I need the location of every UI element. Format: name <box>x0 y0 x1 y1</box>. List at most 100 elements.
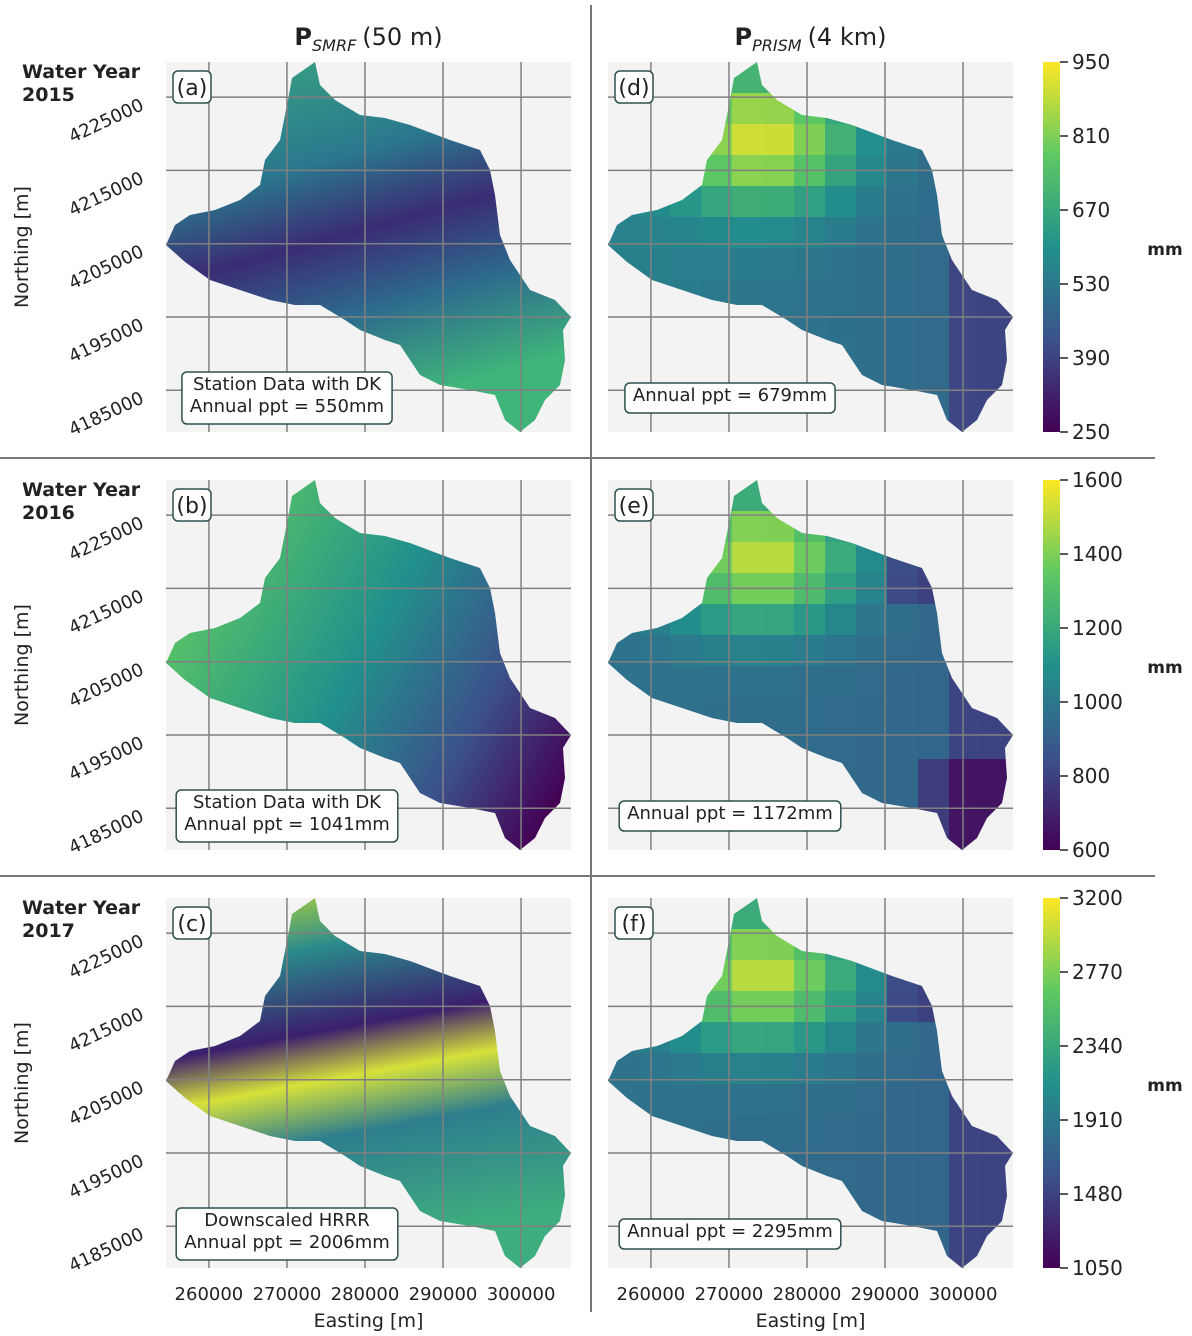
prism-cell <box>701 666 732 697</box>
prism-cell <box>856 1053 887 1084</box>
prism-cell <box>825 186 856 217</box>
prism-cell <box>918 1177 949 1208</box>
prism-cell <box>794 697 825 728</box>
prism-cell <box>825 1084 856 1115</box>
panel-label: (b) <box>176 494 207 519</box>
prism-cell <box>1011 1022 1013 1053</box>
prism-cell <box>856 1022 887 1053</box>
prism-cell <box>763 635 794 666</box>
prism-cell <box>825 542 856 573</box>
prism-cell <box>1011 403 1013 432</box>
panel-label: (e) <box>619 494 650 519</box>
prism-cell <box>887 1115 918 1146</box>
annotation-text: Station Data with DK <box>193 374 382 395</box>
prism-cell <box>1011 991 1013 1022</box>
prism-cell <box>949 790 980 821</box>
prism-cell <box>763 248 794 279</box>
prism-cell <box>825 666 856 697</box>
prism-cell <box>732 93 763 124</box>
colorbar-tick-label: 950 <box>1072 50 1110 74</box>
prism-cell <box>1011 279 1013 310</box>
prism-cell <box>794 666 825 697</box>
prism-cell <box>763 1115 794 1146</box>
prism-cell <box>918 728 949 759</box>
colorbar-tick-label: 250 <box>1072 420 1110 444</box>
prism-cell <box>856 1177 887 1208</box>
prism-cell <box>1011 186 1013 217</box>
column-title: PPRISM (4 km) <box>735 23 887 55</box>
colorbar-tick-label: 2340 <box>1072 1034 1123 1058</box>
colorbar-tick-label: 800 <box>1072 764 1110 788</box>
y-tick-label: 4205000 <box>66 241 148 294</box>
prism-cell <box>918 666 949 697</box>
prism-cell <box>1011 821 1013 850</box>
prism-cell <box>794 217 825 248</box>
prism-cell <box>1011 1115 1013 1146</box>
prism-cell <box>1011 960 1013 991</box>
prism-cell <box>794 542 825 573</box>
annotation-box <box>618 800 842 832</box>
prism-cell <box>670 635 701 666</box>
prism-cell <box>701 248 732 279</box>
y-tick-label: 4195000 <box>66 732 148 785</box>
colorbar-tick-label: 1200 <box>1072 616 1123 640</box>
prism-cell <box>732 1053 763 1084</box>
prism-cell <box>918 1146 949 1177</box>
prism-cell <box>732 666 763 697</box>
x-tick-label: 270000 <box>253 1284 322 1305</box>
column-title: PSMRF (50 m) <box>294 23 442 55</box>
prism-cell <box>763 1022 794 1053</box>
prism-cell <box>1011 1053 1013 1084</box>
prism-cell <box>794 1022 825 1053</box>
x-tick-label: 290000 <box>409 1284 478 1305</box>
y-axis-label: Northing [m] <box>11 1022 33 1144</box>
prism-cell <box>887 248 918 279</box>
colorbar-tick-label: 390 <box>1072 346 1110 370</box>
prism-cell <box>732 248 763 279</box>
prism-cell <box>763 1084 794 1115</box>
prism-cell <box>887 341 918 372</box>
colorbar-tick-label: 1480 <box>1072 1182 1123 1206</box>
prism-cell <box>763 666 794 697</box>
annotation-box <box>624 382 836 414</box>
prism-cell <box>887 1084 918 1115</box>
prism-cell <box>639 635 670 666</box>
y-tick-label: 4185000 <box>66 806 148 859</box>
annotation-text: Annual ppt = 2295mm <box>627 1221 833 1242</box>
prism-cell <box>794 1115 825 1146</box>
prism-cell <box>1011 1177 1013 1208</box>
x-tick-label: 290000 <box>851 1284 920 1305</box>
prism-cell <box>1011 1084 1013 1115</box>
annotation-text: Annual ppt = 679mm <box>633 385 827 406</box>
prism-cell <box>1011 929 1013 960</box>
y-tick-label: 4185000 <box>66 388 148 441</box>
colorbar <box>1043 480 1060 850</box>
prism-cell <box>1011 697 1013 728</box>
prism-cell <box>763 960 794 991</box>
prism-cell <box>887 1053 918 1084</box>
prism-cell <box>1011 728 1013 759</box>
annotation-box <box>181 371 393 425</box>
prism-cell <box>887 759 918 790</box>
prism-cell <box>732 604 763 635</box>
prism-cell <box>639 1084 670 1115</box>
x-tick-label: 260000 <box>175 1284 244 1305</box>
panel-label-box <box>614 488 654 522</box>
y-tick-label: 4225000 <box>66 95 148 148</box>
prism-cell <box>887 697 918 728</box>
prism-cell <box>794 124 825 155</box>
prism-cell <box>732 960 763 991</box>
y-tick-label: 4215000 <box>66 1004 148 1057</box>
title-subscript: SMRF <box>312 36 357 55</box>
prism-cell <box>763 217 794 248</box>
year-label: 2017 <box>22 920 75 942</box>
prism-cell <box>701 1084 732 1115</box>
prism-cell <box>763 1053 794 1084</box>
prism-cell <box>825 1022 856 1053</box>
prism-cell <box>856 248 887 279</box>
x-axis-label: Easting [m] <box>314 1310 424 1332</box>
prism-cell <box>887 279 918 310</box>
panel-label-box <box>172 906 212 940</box>
colorbar-label: mm <box>1147 240 1182 260</box>
prism-cell <box>949 1177 980 1208</box>
